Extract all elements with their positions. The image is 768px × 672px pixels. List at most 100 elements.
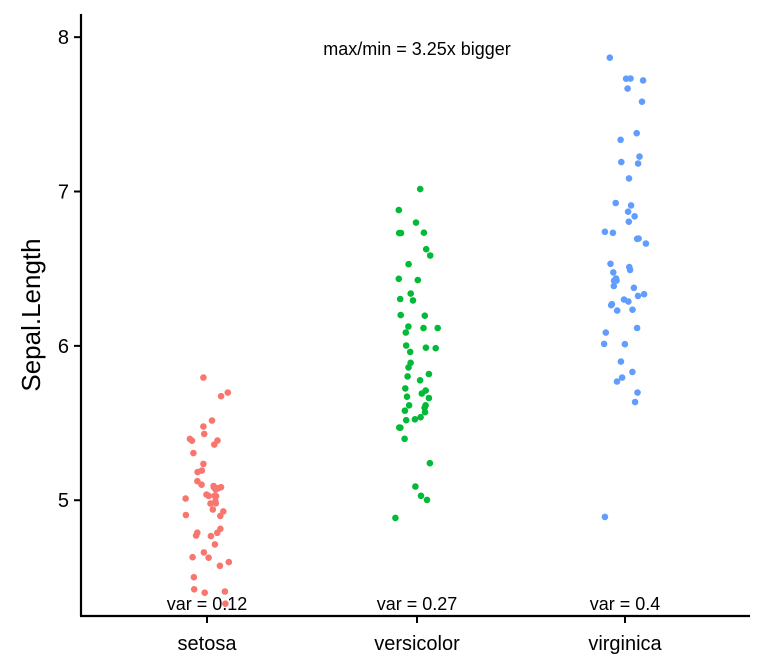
data-point xyxy=(624,208,632,215)
data-point xyxy=(403,393,411,401)
data-point xyxy=(633,235,641,243)
data-point xyxy=(209,506,217,513)
data-point xyxy=(607,301,615,309)
data-point xyxy=(412,219,420,226)
data-point xyxy=(620,296,628,303)
data-point xyxy=(601,228,609,236)
variance-label: var = 0.27 xyxy=(377,594,458,614)
data-point xyxy=(421,408,429,416)
data-point xyxy=(401,435,408,443)
data-point xyxy=(190,586,198,593)
data-point xyxy=(407,359,414,367)
data-point xyxy=(392,514,399,522)
data-point xyxy=(626,263,633,271)
data-point xyxy=(425,394,433,402)
data-point xyxy=(625,218,633,225)
data-point xyxy=(217,512,224,520)
data-point xyxy=(200,374,207,381)
data-point xyxy=(200,423,207,430)
data-point xyxy=(610,282,618,290)
data-point xyxy=(207,532,215,540)
data-point xyxy=(192,532,200,539)
data-point xyxy=(420,324,427,332)
y-axis-title: Sepal.Length xyxy=(16,238,46,391)
x-tick-label: setosa xyxy=(178,633,238,655)
data-point xyxy=(409,297,417,304)
data-point xyxy=(416,185,424,193)
data-point xyxy=(425,370,433,378)
data-point xyxy=(422,344,430,352)
data-point xyxy=(402,329,410,336)
data-point xyxy=(401,407,409,415)
data-point xyxy=(610,269,617,276)
data-point xyxy=(210,482,217,490)
data-point xyxy=(208,417,216,424)
y-ticks: 5 6 7 8 xyxy=(58,27,81,512)
ratio-annotation: max/min = 3.25x bigger xyxy=(323,39,511,59)
data-point xyxy=(395,206,403,214)
x-tick-label: versicolor xyxy=(374,633,460,655)
data-point xyxy=(613,378,621,385)
data-point xyxy=(405,323,412,330)
data-point xyxy=(642,240,650,247)
data-point xyxy=(422,387,430,394)
data-point xyxy=(601,513,609,521)
data-point xyxy=(618,158,625,166)
data-point xyxy=(182,511,190,519)
y-tick-label: 7 xyxy=(58,182,69,204)
y-tick-label: 6 xyxy=(58,336,69,358)
data-point xyxy=(607,260,614,268)
data-point xyxy=(423,496,431,504)
x-tick-label: virginica xyxy=(588,633,662,655)
data-point xyxy=(194,468,201,476)
data-point xyxy=(396,295,404,303)
data-point xyxy=(625,175,633,182)
data-point xyxy=(188,437,196,445)
x-ticks: setosa versicolor virginica xyxy=(178,616,663,655)
data-point xyxy=(190,573,198,581)
variance-label: var = 0.4 xyxy=(590,594,661,614)
data-point xyxy=(225,558,233,566)
data-point xyxy=(217,392,225,400)
data-point xyxy=(224,389,232,396)
variance-labels: var = 0.12 var = 0.27 var = 0.4 xyxy=(167,594,661,614)
data-point xyxy=(609,229,617,237)
data-point xyxy=(200,430,208,438)
data-point xyxy=(414,276,422,284)
points-layer xyxy=(182,54,650,607)
data-point xyxy=(627,202,635,209)
variance-label: var = 0.12 xyxy=(167,594,248,614)
data-point xyxy=(610,277,618,285)
data-point xyxy=(420,229,428,236)
data-point xyxy=(397,424,404,432)
data-point xyxy=(634,160,642,167)
data-point xyxy=(633,129,640,137)
data-point xyxy=(634,389,641,396)
data-point xyxy=(426,459,434,467)
data-point xyxy=(640,290,648,298)
data-point xyxy=(624,85,631,92)
data-point xyxy=(211,441,218,448)
data-point xyxy=(407,290,415,297)
data-point xyxy=(211,492,218,500)
data-point xyxy=(612,199,619,207)
data-point xyxy=(395,275,403,283)
data-point xyxy=(421,312,429,320)
data-point xyxy=(194,477,201,485)
data-point xyxy=(200,460,207,468)
data-point xyxy=(621,340,629,348)
data-point xyxy=(397,311,405,319)
data-point xyxy=(404,373,411,380)
data-point xyxy=(189,553,196,561)
data-point xyxy=(432,344,440,352)
data-point xyxy=(405,402,413,409)
data-point xyxy=(426,252,434,259)
data-point xyxy=(630,284,638,292)
data-point xyxy=(222,600,229,607)
data-point xyxy=(434,324,442,332)
data-point xyxy=(633,324,641,332)
data-point xyxy=(395,229,403,237)
data-point xyxy=(600,340,608,348)
data-point xyxy=(638,98,646,105)
